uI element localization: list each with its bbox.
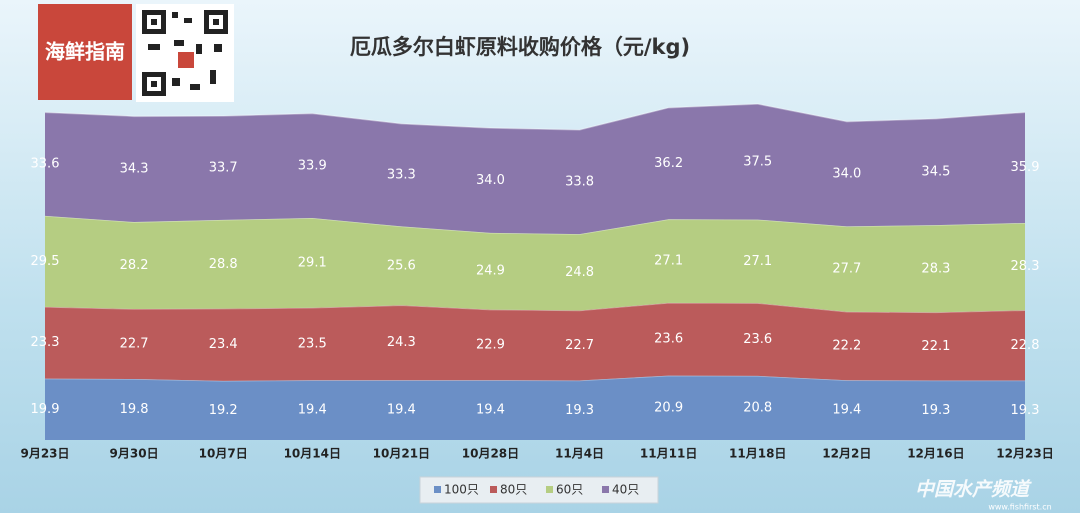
value-label: 23.5: [298, 336, 327, 351]
value-label: 23.3: [31, 335, 60, 350]
value-label: 36.2: [654, 156, 683, 171]
value-label: 19.2: [209, 403, 238, 418]
value-label: 28.2: [120, 258, 149, 273]
value-label: 22.7: [120, 336, 149, 351]
value-label: 22.1: [921, 339, 950, 354]
value-label: 33.3: [387, 168, 416, 183]
value-label: 37.5: [743, 154, 772, 169]
logo: 海鲜指南: [45, 40, 125, 64]
value-label: 34.0: [832, 166, 861, 181]
value-label: 34.5: [921, 164, 950, 179]
value-label: 24.8: [565, 265, 594, 280]
value-label: 23.6: [654, 332, 683, 347]
area: [45, 215, 1025, 313]
value-label: 29.1: [298, 255, 327, 270]
legend-label: 40只: [612, 483, 639, 497]
x-tick-label: 11月18日: [729, 447, 786, 461]
value-label: 27.1: [743, 254, 772, 269]
plot-area: 19.9 19.8 19.2 19.4 19.4 19.4 19.3 20.9 20.8 19.4…: [31, 103, 1040, 440]
legend-label: 60只: [556, 483, 583, 497]
x-tick-label: 12月23日: [996, 447, 1053, 461]
value-label: 22.9: [476, 337, 505, 352]
x-tick-label: 11月4日: [555, 447, 604, 461]
value-label: 24.3: [387, 335, 416, 350]
value-label: 23.6: [743, 332, 772, 347]
x-tick-label: 10月28日: [462, 447, 519, 461]
value-label: 19.8: [120, 402, 149, 417]
watermark-brand: 中国水产频道: [915, 479, 1032, 501]
x-tick-label: 10月21日: [373, 447, 430, 461]
value-label: 23.4: [209, 337, 238, 352]
x-tick-label: 9月23日: [20, 447, 69, 461]
value-label: 28.3: [1011, 259, 1040, 274]
chart-title: 厄瓜多尔白虾原料收购价格（元/kg): [350, 35, 690, 59]
value-label: 24.9: [476, 264, 505, 279]
value-label: 34.3: [120, 162, 149, 177]
value-label: 20.8: [743, 400, 772, 415]
value-label: 28.8: [209, 257, 238, 272]
value-label: 19.9: [31, 402, 60, 417]
legend-swatch: [546, 486, 553, 493]
legend-label: 100只: [444, 483, 479, 497]
watermark-site: www.fishfirst.cn: [988, 503, 1051, 512]
value-label: 25.6: [387, 258, 416, 273]
value-label: 27.1: [654, 254, 683, 269]
x-tick-label: 10月7日: [199, 447, 248, 461]
value-label: 22.2: [832, 338, 861, 353]
value-label: 33.9: [298, 158, 327, 173]
value-label: 19.3: [1011, 403, 1040, 418]
value-label: 28.3: [921, 261, 950, 276]
value-label: 19.4: [832, 403, 861, 418]
x-tick-label: 11月11日: [640, 447, 697, 461]
x-tick-label: 12月16日: [907, 447, 964, 461]
x-tick-label: 9月30日: [110, 447, 159, 461]
value-label: 19.4: [476, 403, 505, 418]
value-label: 22.7: [565, 338, 594, 353]
value-label: 27.7: [832, 262, 861, 277]
legend-box: [419, 476, 659, 504]
value-label: 33.6: [31, 157, 60, 172]
value-label: 33.7: [209, 160, 238, 175]
value-label: 29.5: [31, 254, 60, 269]
value-label: 34.0: [476, 173, 505, 188]
legend-swatch: [434, 486, 441, 493]
area: [45, 302, 1025, 381]
value-label: 33.8: [565, 174, 594, 189]
value-label: 19.3: [565, 403, 594, 418]
legend-swatch: [490, 486, 497, 493]
qr-code: [142, 10, 228, 96]
area-edge: [44, 103, 1026, 131]
area: [45, 375, 1025, 440]
legend: 100只 80只 60只 40只: [434, 483, 639, 497]
x-tick-label: 12月2日: [822, 447, 871, 461]
area: [45, 104, 1025, 235]
value-label: 22.8: [1011, 338, 1040, 353]
value-label: 19.3: [921, 403, 950, 418]
value-label: 35.9: [1011, 160, 1040, 175]
value-label: 20.9: [654, 400, 683, 415]
logo-box: [38, 4, 132, 100]
value-label: 19.4: [298, 403, 327, 418]
legend-swatch: [602, 486, 609, 493]
x-tick-label: 10月14日: [284, 447, 341, 461]
legend-label: 80只: [500, 483, 527, 497]
value-label: 19.4: [387, 403, 416, 418]
